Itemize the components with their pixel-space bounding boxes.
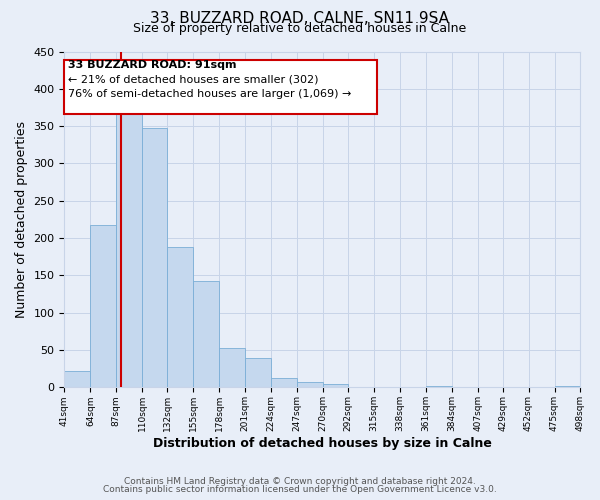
- Bar: [219, 348, 245, 388]
- Bar: [116, 105, 142, 388]
- Text: 76% of semi-detached houses are larger (1,069) →: 76% of semi-detached houses are larger (…: [68, 89, 351, 99]
- Text: Contains HM Land Registry data © Crown copyright and database right 2024.: Contains HM Land Registry data © Crown c…: [124, 477, 476, 486]
- Bar: [64, 60, 377, 114]
- Bar: [91, 224, 116, 388]
- X-axis label: Distribution of detached houses by size in Calne: Distribution of detached houses by size …: [153, 437, 492, 450]
- Text: 33, BUZZARD ROAD, CALNE, SN11 9SA: 33, BUZZARD ROAD, CALNE, SN11 9SA: [151, 11, 449, 26]
- Bar: [142, 128, 167, 388]
- Bar: [245, 358, 271, 388]
- Bar: [323, 384, 348, 388]
- Bar: [193, 282, 219, 388]
- Y-axis label: Number of detached properties: Number of detached properties: [15, 121, 28, 318]
- Bar: [271, 378, 297, 388]
- Text: 33 BUZZARD ROAD: 91sqm: 33 BUZZARD ROAD: 91sqm: [68, 60, 236, 70]
- Bar: [426, 386, 452, 388]
- Bar: [348, 386, 374, 388]
- Bar: [64, 371, 91, 388]
- Text: Contains public sector information licensed under the Open Government Licence v3: Contains public sector information licen…: [103, 484, 497, 494]
- Bar: [554, 386, 580, 388]
- Text: ← 21% of detached houses are smaller (302): ← 21% of detached houses are smaller (30…: [68, 74, 318, 85]
- Bar: [167, 247, 193, 388]
- Text: Size of property relative to detached houses in Calne: Size of property relative to detached ho…: [133, 22, 467, 35]
- Bar: [297, 382, 323, 388]
